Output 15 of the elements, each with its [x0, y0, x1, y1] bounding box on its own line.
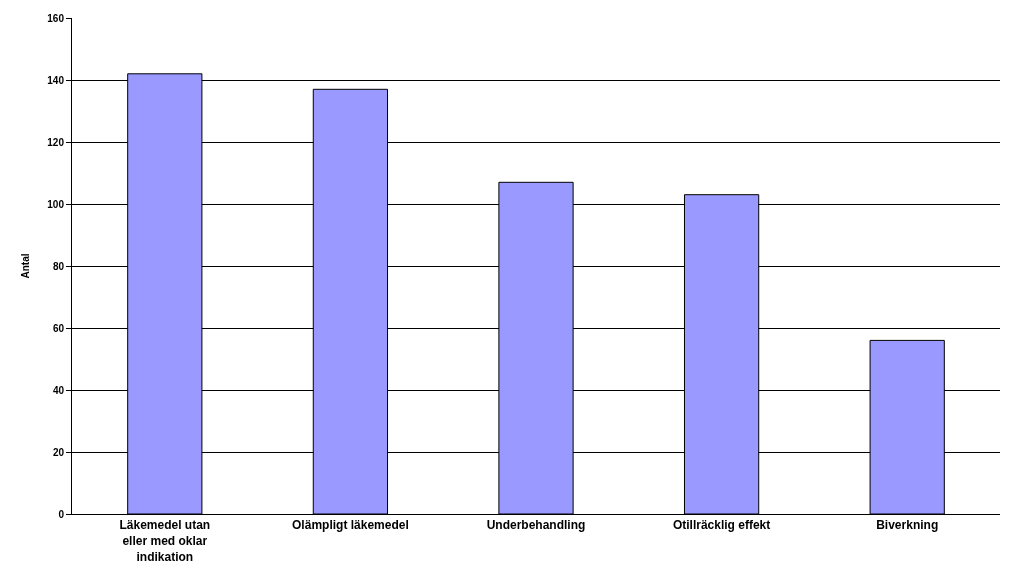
y-tick-label: 60: [52, 322, 65, 334]
y-tick-label: 120: [47, 136, 65, 148]
x-tick-label: Otillräcklig effekt: [672, 518, 771, 533]
y-tick-label: 40: [52, 384, 65, 396]
x-tick-label: Läkemedel utan eller med oklar indikation: [119, 518, 211, 564]
y-tick-label: 160: [47, 12, 65, 24]
y-tick-label: 0: [58, 508, 65, 520]
x-tick-label: Underbehandling: [486, 518, 586, 533]
y-axis-title: Antal: [20, 253, 32, 279]
y-tick-label: 80: [52, 260, 65, 272]
x-tick-label: Olämpligt läkemedel: [292, 518, 409, 533]
x-tick-label: Biverkning: [876, 518, 939, 533]
y-tick-label: 20: [52, 446, 65, 458]
y-tick-label: 100: [47, 198, 65, 210]
y-tick-label: 140: [47, 74, 65, 86]
